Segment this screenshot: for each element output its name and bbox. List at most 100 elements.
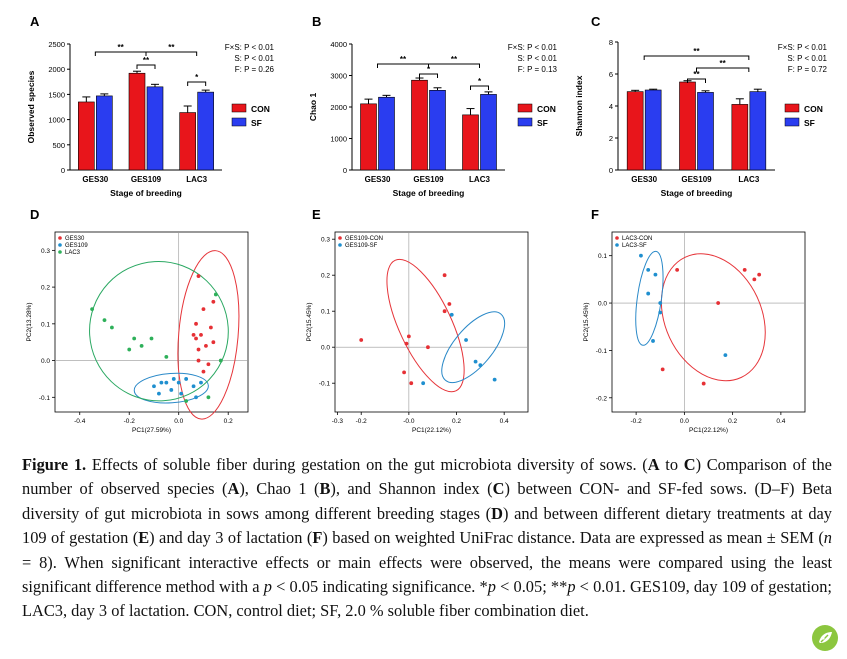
stats-text: F: P = 0.72 <box>788 65 828 74</box>
data-point-ges30 <box>204 343 208 348</box>
significance-marker: ** <box>143 56 150 65</box>
caption-text: ) and day 3 of lactation ( <box>149 528 313 548</box>
panel-letter-E: E <box>312 207 321 222</box>
legend-label: SF <box>537 118 548 128</box>
significance-bracket <box>94 51 147 56</box>
y-tick-label: 2000 <box>48 65 65 74</box>
data-point-lac3 <box>132 336 137 341</box>
caption-panel-ref: E <box>138 528 150 548</box>
significance-bracket <box>696 67 750 72</box>
significance-bracket <box>377 63 429 68</box>
data-point-ges109-sf <box>473 359 478 364</box>
data-point-ges109-con <box>406 334 411 339</box>
figure-caption: Figure 1. Effects of soluble fiber durin… <box>22 453 832 624</box>
y-tick-label: 0 <box>609 166 613 175</box>
y-axis-label: Chao 1 <box>308 93 318 122</box>
y-axis-label: Observed species <box>26 70 36 143</box>
bar-sf-lac3 <box>197 91 214 171</box>
caption-panel-ref: D <box>491 503 503 523</box>
legend-swatch-sf <box>784 117 800 127</box>
y-tick-label: 1000 <box>330 135 347 144</box>
panel-letter-C: C <box>591 14 601 29</box>
legend-dot <box>58 250 62 254</box>
significance-bracket <box>136 64 156 69</box>
data-point-lac3 <box>218 358 223 363</box>
caption-panel-ref: B <box>319 479 331 499</box>
data-point-lac3 <box>90 307 95 312</box>
x-tick-label: 0.2 <box>224 418 233 425</box>
data-point-ges109-con <box>359 338 364 342</box>
x-tick-label: GES30 <box>365 175 391 184</box>
x-tick-label: -0.4 <box>74 418 86 425</box>
data-point-lac3 <box>149 336 154 341</box>
bar-con-ges109 <box>128 72 146 171</box>
caption-text: = 8). When significant interactive effec… <box>22 552 832 597</box>
significance-marker: ** <box>400 55 407 64</box>
data-point-lac3-sf <box>646 267 651 272</box>
confidence-ellipse <box>386 258 465 393</box>
data-point-lac3-con <box>757 272 762 277</box>
data-point-ges30 <box>208 325 213 330</box>
x-axis-label: PC1(22.12%) <box>412 427 451 434</box>
stats-text: F×S: P < 0.01 <box>508 43 558 52</box>
panel-letter-A: A <box>30 14 40 29</box>
data-point-ges109-sf <box>421 381 426 386</box>
data-point-ges30 <box>201 369 206 374</box>
caption-panel-ref: F <box>312 528 323 548</box>
caption-panel-ref: A <box>227 479 240 499</box>
legend-dot <box>58 243 62 247</box>
plot-frame <box>54 231 249 413</box>
plot-frame <box>334 231 529 413</box>
x-tick-label: 0.0 <box>680 418 689 425</box>
caption-panel-ref: A <box>647 455 660 474</box>
data-point-ges109-con <box>409 381 414 386</box>
y-tick-label: 0.0 <box>41 358 50 365</box>
caption-text: to <box>659 455 684 474</box>
data-point-ges30 <box>191 332 196 337</box>
x-axis-label: PC1(27.59%) <box>132 427 171 434</box>
y-tick-label: 4000 <box>330 40 347 49</box>
stats-text: S: P < 0.01 <box>234 54 274 63</box>
x-tick-label: 0.0 <box>174 418 183 425</box>
data-point-lac3-sf <box>658 310 663 315</box>
caption-text: ) <box>695 455 702 474</box>
bar-con-lac3 <box>731 104 749 171</box>
x-tick-label: LAC3 <box>186 175 207 184</box>
significance-marker: ** <box>451 55 458 64</box>
legend-label: LAC3 <box>65 250 81 256</box>
y-tick-label: 6 <box>609 70 613 79</box>
data-point-lac3-sf <box>651 339 655 343</box>
y-tick-label: 0.2 <box>41 285 50 292</box>
data-point-lac3-con <box>660 367 665 372</box>
x-axis-label: Stage of breeding <box>110 188 182 198</box>
data-point-lac3-sf <box>658 301 663 305</box>
significance-marker: ** <box>118 43 125 52</box>
data-point-lac3 <box>206 395 211 400</box>
x-tick-label: 0.2 <box>728 418 737 425</box>
y-tick-label: 8 <box>609 38 613 47</box>
y-tick-label: 0.1 <box>41 321 50 328</box>
legend-dot <box>338 236 342 240</box>
y-tick-label: 0.3 <box>321 237 330 244</box>
legend-swatch-con <box>517 103 533 113</box>
significance-marker: ** <box>693 70 700 79</box>
data-point-ges109 <box>164 380 169 385</box>
x-tick-label: GES109 <box>681 175 712 184</box>
data-point-lac3 <box>110 325 114 330</box>
legend-label: GES109-CON <box>345 236 383 242</box>
data-point-lac3 <box>139 343 144 348</box>
figure-number: Figure 1. <box>22 455 87 474</box>
significance-bracket <box>419 73 438 78</box>
legend-label: LAC3-SF <box>622 243 647 249</box>
data-point-ges109-con <box>447 302 452 306</box>
legend-dot <box>58 236 62 240</box>
legend-label: CON <box>251 104 270 114</box>
data-point-lac3 <box>127 347 132 352</box>
caption-text: < 0.05; ** <box>495 577 568 597</box>
caption-text: < 0.05 indicating significance. * <box>271 577 488 597</box>
caption-italic: p <box>487 577 496 597</box>
legend-label: GES30 <box>65 236 85 242</box>
data-point-ges109-con <box>442 309 447 314</box>
x-tick-label: 0.4 <box>776 418 785 425</box>
legend-label: SF <box>251 118 262 128</box>
